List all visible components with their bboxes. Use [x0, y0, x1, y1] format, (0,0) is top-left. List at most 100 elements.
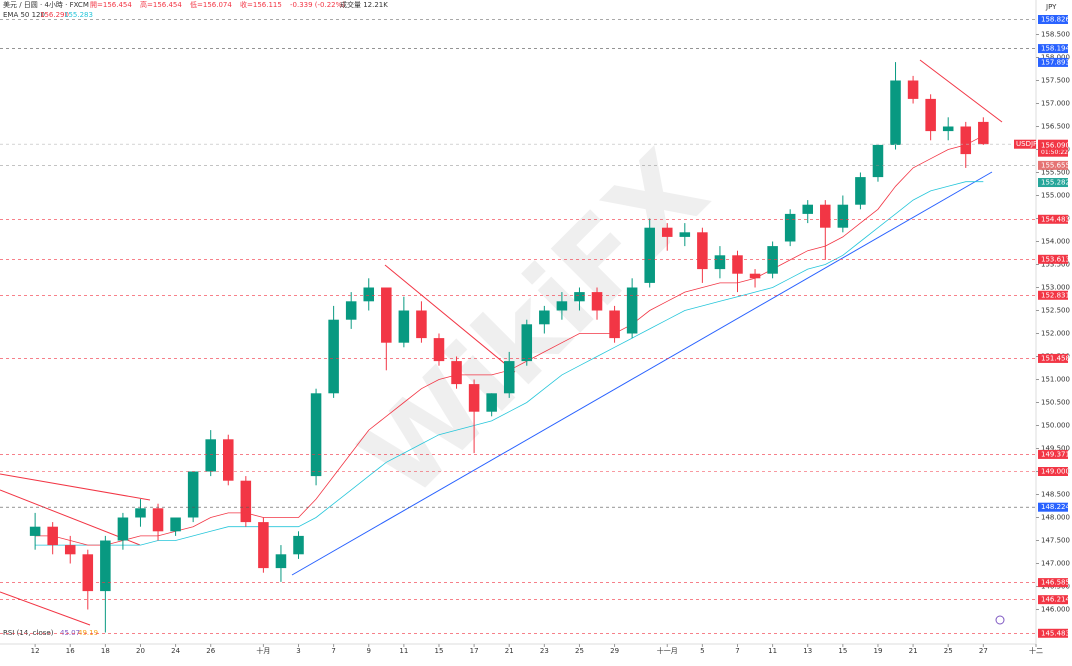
candle-body [556, 301, 568, 311]
trendline [0, 591, 91, 626]
price-tag [1014, 139, 1036, 149]
price-tag-label: 146.585 [1041, 579, 1070, 587]
x-tick-label: 3 [296, 647, 300, 655]
x-tick-label: 12 [31, 647, 40, 655]
candle-body [363, 287, 375, 302]
x-tick-label: 20 [136, 647, 145, 655]
x-tick-label: 25 [944, 647, 953, 655]
price-tag [1038, 214, 1068, 224]
price-tag-label: 153.613 [1041, 255, 1070, 263]
header-high: 高=156.454 [140, 0, 182, 9]
y-tick-label: 155.000 [1041, 192, 1070, 200]
candle-body [100, 540, 111, 592]
price-tag-label: 157.893 [1041, 58, 1070, 66]
trendline [919, 59, 1003, 123]
y-tick-label: 147.000 [1041, 560, 1070, 568]
price-tag [1038, 57, 1068, 67]
candle-body [187, 471, 199, 518]
header-change: -0.339 (-0.22%) [290, 1, 345, 9]
x-tick-label: 十一月 [657, 646, 678, 655]
candle-body [416, 310, 427, 339]
icon [995, 615, 1005, 625]
unit: JPY [1045, 3, 1057, 11]
candle-body [223, 439, 234, 481]
candle-body [767, 246, 778, 274]
x-tick-label: 24 [171, 647, 180, 655]
candle-body [328, 319, 339, 394]
price-tag-label: 151.458 [1041, 354, 1070, 362]
trendline [291, 171, 993, 576]
y-tick-label: 157.500 [1041, 77, 1070, 85]
candle-body [293, 535, 304, 555]
y-tick-label: 158.000 [1041, 54, 1070, 62]
y-tick-label: 152.500 [1041, 307, 1070, 315]
y-tick-label: 147.500 [1041, 537, 1070, 545]
candle-body [626, 287, 638, 334]
candle-body [609, 310, 620, 339]
candle-body [29, 526, 41, 536]
candle-body [170, 517, 181, 532]
candle-body [591, 292, 603, 311]
candle-body [574, 292, 585, 302]
candle-body [486, 393, 497, 412]
candle-body [679, 232, 691, 237]
price-tag-label: 145.483 [1041, 629, 1070, 637]
x-tick-label: 26 [206, 647, 215, 655]
x-tick-label: 5 [700, 647, 704, 655]
price-tag [1038, 15, 1068, 25]
x-tick-label: 19 [874, 647, 883, 655]
price-tag-label: 155.282 [1041, 179, 1070, 187]
candle-body [381, 287, 392, 343]
candle-body [942, 126, 954, 132]
candle-body [925, 98, 936, 132]
price-tag-label: 148.224 [1041, 503, 1070, 511]
ema50-value: 156.290 [40, 11, 69, 19]
candle-body [539, 310, 550, 325]
candle-body [345, 301, 357, 320]
price-tag-label: 149.000 [1041, 468, 1070, 476]
price-tag-label: 154.483 [1041, 215, 1070, 223]
price-tag-name: USDJPY [1016, 140, 1042, 148]
price-tag [1038, 467, 1068, 476]
candle-body [855, 177, 866, 205]
price-tag-label: 149.371 [1041, 450, 1070, 458]
y-tick-label: 155.500 [1041, 169, 1070, 177]
x-tick-label: 15 [435, 647, 444, 655]
x-tick-label: 25 [575, 647, 584, 655]
price-tag [1038, 140, 1068, 150]
candle-body [872, 144, 884, 178]
trendlines [0, 59, 1003, 626]
candle-body [837, 204, 849, 228]
x-tick-label: 11 [768, 647, 777, 655]
candle-body [310, 393, 322, 477]
indicator-label: EMA 50 120 [3, 11, 45, 19]
candle-body [117, 517, 129, 541]
candle-body [433, 338, 445, 362]
x-tick-label: 13 [803, 647, 812, 655]
header-low: 低=156.074 [190, 0, 232, 9]
candle-body [205, 439, 216, 472]
x-tick-label: 9 [367, 647, 371, 655]
candle-body [732, 255, 743, 274]
header-volume: 成交量 12.21K [340, 0, 388, 9]
price-tag-label: 158.194 [1041, 45, 1070, 53]
candle-body [749, 273, 761, 279]
y-tick-label: 158.500 [1041, 31, 1070, 39]
candle-body [468, 384, 480, 412]
candle-body [890, 80, 901, 145]
candle-body [661, 227, 673, 237]
y-tick-label: 148.500 [1041, 491, 1070, 499]
price-tag-label: 155.655 [1041, 161, 1070, 169]
candle-body [82, 554, 94, 592]
y-tick-label: 153.500 [1041, 261, 1070, 269]
header-open: 開=156.454 [90, 1, 132, 9]
y-tick-label: 152.000 [1041, 330, 1070, 338]
x-tick-label: 7 [735, 647, 739, 655]
rsi-value: 45.07 [60, 629, 80, 637]
ema120-value: 155.283 [64, 11, 93, 19]
y-tick-label: 150.500 [1041, 399, 1070, 407]
x-tick-label: 18 [101, 647, 110, 655]
y-tick-label: 148.000 [1041, 514, 1070, 522]
rsi-value: 49.19 [78, 629, 98, 637]
